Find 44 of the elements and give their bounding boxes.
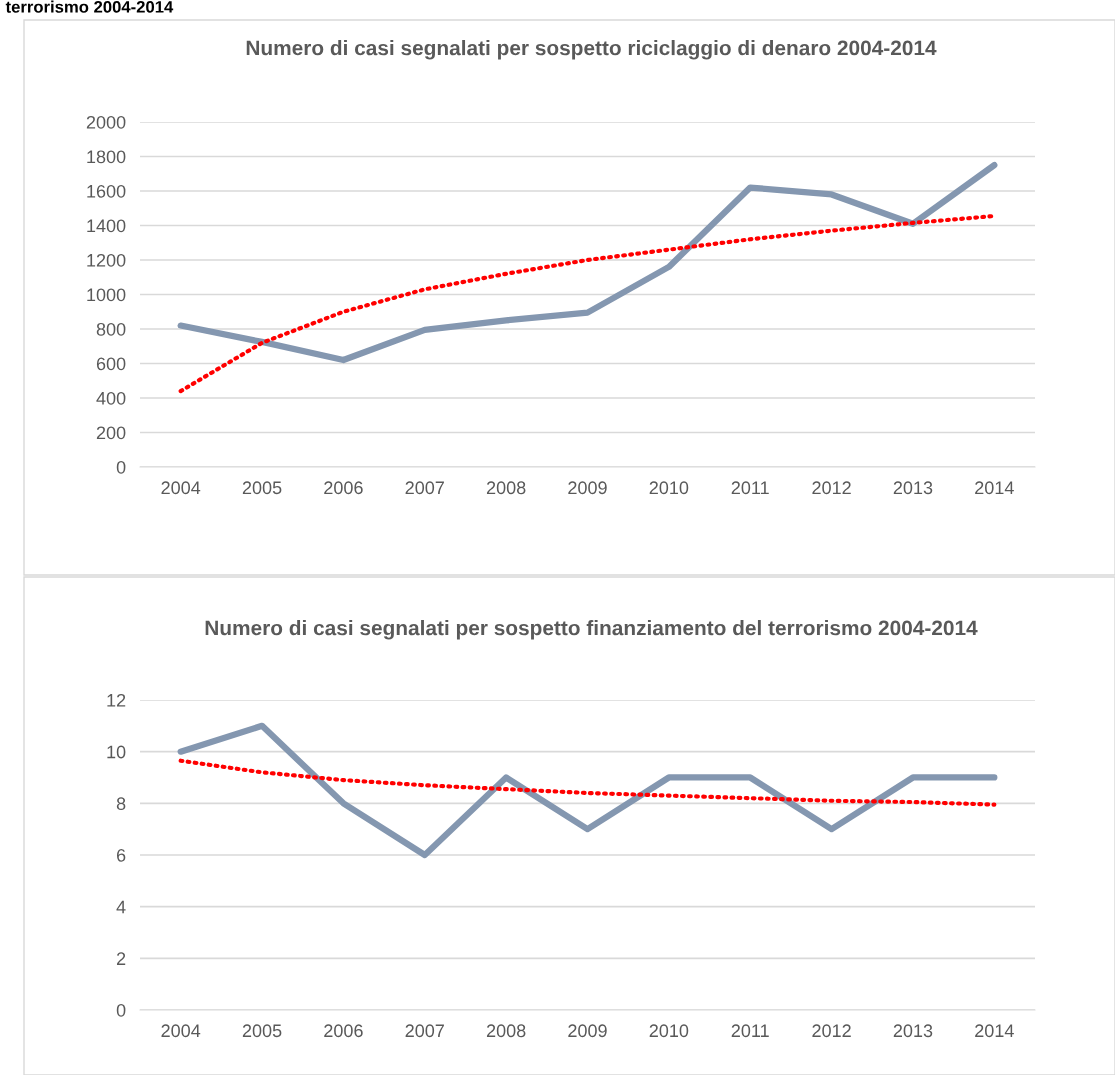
- y-tick-label: 0: [116, 1003, 126, 1017]
- y-tick-label: 2: [116, 952, 126, 965]
- y-tick-label: 8: [116, 797, 126, 811]
- y-tick-label: 800: [96, 322, 126, 336]
- chart-title: Numero di casi segnalati per sospetto finanziamento del terrorismo 2004-2014: [205, 620, 978, 640]
- x-tick-label: 2009: [568, 1024, 607, 1038]
- y-tick-label: 1800: [87, 150, 126, 164]
- y-tick-label: 1200: [87, 253, 126, 267]
- x-tick-label: 2014: [975, 1024, 1014, 1038]
- x-tick-label: 2011: [731, 1024, 769, 1038]
- x-tick-label: 2010: [649, 1024, 689, 1038]
- y-tick-label: 1600: [87, 184, 126, 198]
- x-tick-label: 2005: [242, 481, 282, 495]
- x-tick-label: 2013: [893, 1024, 933, 1038]
- x-tick-label: 2011: [731, 481, 769, 495]
- y-tick-label: 6: [116, 848, 126, 862]
- chart-title: Numero di casi segnalati per sospetto riciclaggio di denaro 2004-2014: [246, 40, 937, 60]
- x-tick-label: 2005: [242, 1024, 282, 1038]
- y-tick-label: 4: [116, 900, 126, 914]
- x-tick-label: 2006: [324, 481, 363, 495]
- y-tick-label: 2000: [86, 115, 126, 129]
- x-tick-label: 2008: [486, 481, 526, 495]
- x-tick-label: 2008: [486, 1024, 526, 1038]
- x-tick-label: 2010: [649, 481, 689, 495]
- y-tick-label: 200: [96, 426, 126, 440]
- y-tick-label: 10: [107, 745, 126, 759]
- x-tick-label: 2013: [893, 481, 933, 495]
- y-tick-label: 1000: [87, 288, 126, 302]
- x-tick-label: 2012: [812, 481, 851, 495]
- x-tick-label: 2007: [405, 1024, 444, 1038]
- y-tick-label: 12: [107, 693, 126, 707]
- y-tick-label: 1400: [87, 219, 126, 233]
- x-tick-label: 2006: [324, 1024, 363, 1038]
- x-tick-label: 2014: [975, 481, 1014, 495]
- y-tick-label: 0: [116, 460, 126, 474]
- text: terrorismo 2004-2014: [5, 0, 174, 13]
- x-tick-label: 2004: [161, 481, 201, 495]
- x-tick-label: 2007: [405, 481, 444, 495]
- x-tick-label: 2009: [568, 481, 607, 495]
- x-tick-label: 2004: [161, 1024, 201, 1038]
- x-tick-label: 2012: [812, 1024, 851, 1038]
- y-tick-label: 600: [96, 357, 126, 371]
- y-tick-label: 400: [96, 391, 126, 405]
- line-series: [178, 758, 997, 807]
